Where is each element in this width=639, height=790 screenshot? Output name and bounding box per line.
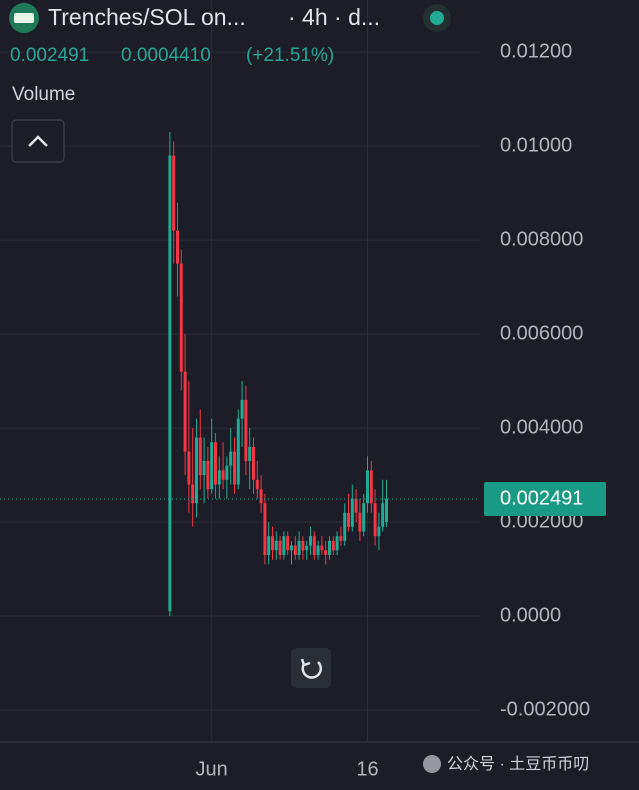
- candle-body: [263, 503, 267, 555]
- candle-body: [191, 484, 195, 504]
- reset-button[interactable]: [291, 648, 331, 688]
- candle-body: [225, 465, 229, 480]
- y-tick-label: 0.0000: [500, 604, 561, 626]
- candle-body: [202, 460, 206, 476]
- candle-body: [210, 442, 214, 490]
- candle-body: [385, 499, 389, 523]
- candle-body: [335, 536, 339, 551]
- candle-body: [168, 155, 172, 612]
- candle-body: [240, 399, 244, 419]
- candle-body: [289, 545, 293, 551]
- candle-body: [255, 479, 259, 490]
- symbol-title[interactable]: Trenches/SOL on...: [48, 4, 246, 30]
- candle-body: [221, 470, 225, 480]
- candle-body: [286, 536, 290, 551]
- candle-body: [206, 460, 210, 490]
- candle-body: [198, 437, 202, 476]
- candle-body: [358, 512, 362, 532]
- candle-body: [350, 498, 354, 527]
- header-price: 0.002491: [10, 45, 89, 66]
- candle-body: [312, 536, 316, 555]
- x-tick-label: Jun: [196, 758, 228, 780]
- volume-label: Volume: [12, 84, 75, 105]
- header-change: 0.0004410: [121, 45, 211, 66]
- candle-body: [172, 155, 176, 231]
- candle-body: [236, 418, 240, 485]
- candle-body: [179, 263, 183, 372]
- candle-body: [381, 503, 385, 527]
- reset-icon-arrow: [300, 658, 311, 667]
- candle-body: [244, 399, 248, 461]
- candle-body: [331, 540, 335, 551]
- candle-body: [320, 545, 324, 551]
- candle-body: [229, 451, 233, 466]
- y-tick-label: -0.002000: [500, 698, 590, 720]
- last-price-label: 0.002491: [500, 487, 583, 509]
- candle-body: [308, 536, 312, 546]
- token-icon-label: [14, 13, 34, 23]
- candle-body: [274, 540, 278, 551]
- candle-body: [232, 451, 236, 485]
- wechat-icon: [423, 755, 441, 773]
- x-tick-label: 16: [356, 758, 378, 780]
- candle-body: [217, 470, 221, 485]
- candle-body: [194, 437, 198, 504]
- candle-body: [354, 498, 358, 513]
- status-dot: [430, 11, 444, 25]
- candle-body: [278, 540, 282, 555]
- candle-body: [369, 470, 373, 504]
- candle-body: [187, 451, 191, 485]
- candle-body: [213, 442, 217, 485]
- watermark: 公众号 · 土豆币币叨: [447, 755, 589, 773]
- y-tick-label: 0.004000: [500, 416, 583, 438]
- candle-body: [328, 540, 332, 555]
- candle-body: [267, 536, 271, 555]
- y-tick-label: 0.008000: [500, 228, 583, 250]
- candle-body: [270, 536, 274, 551]
- candle-body: [301, 540, 305, 551]
- candle-body: [183, 371, 187, 452]
- y-tick-label: 0.006000: [500, 322, 583, 344]
- candle-body: [293, 545, 297, 555]
- candle-body: [366, 470, 370, 504]
- collapse-button[interactable]: [11, 119, 65, 163]
- candle-body: [282, 536, 286, 555]
- candle-body: [251, 446, 255, 480]
- candle-body: [324, 550, 328, 555]
- y-tick-label: 0.01200: [500, 40, 572, 62]
- candle-body: [339, 536, 343, 541]
- candle-body: [373, 503, 377, 537]
- collapse-icon: [28, 135, 48, 147]
- y-tick-label: 0.01000: [500, 134, 572, 156]
- candle-body: [297, 540, 301, 555]
- header-change-pct: (+21.51%): [246, 45, 334, 66]
- candle-body: [305, 545, 309, 551]
- candle-body: [343, 512, 347, 541]
- plot-area: [0, 0, 480, 742]
- candle-body: [248, 446, 252, 461]
- candle-body: [175, 230, 179, 264]
- last-price-tag: [484, 482, 606, 517]
- candle-body: [377, 526, 381, 537]
- candle-body: [347, 512, 351, 527]
- reset-icon: [301, 661, 323, 679]
- candle-body: [259, 489, 263, 504]
- candle-body: [316, 545, 320, 555]
- candle-body: [362, 503, 366, 532]
- interval[interactable]: · 4h · d...: [288, 4, 380, 30]
